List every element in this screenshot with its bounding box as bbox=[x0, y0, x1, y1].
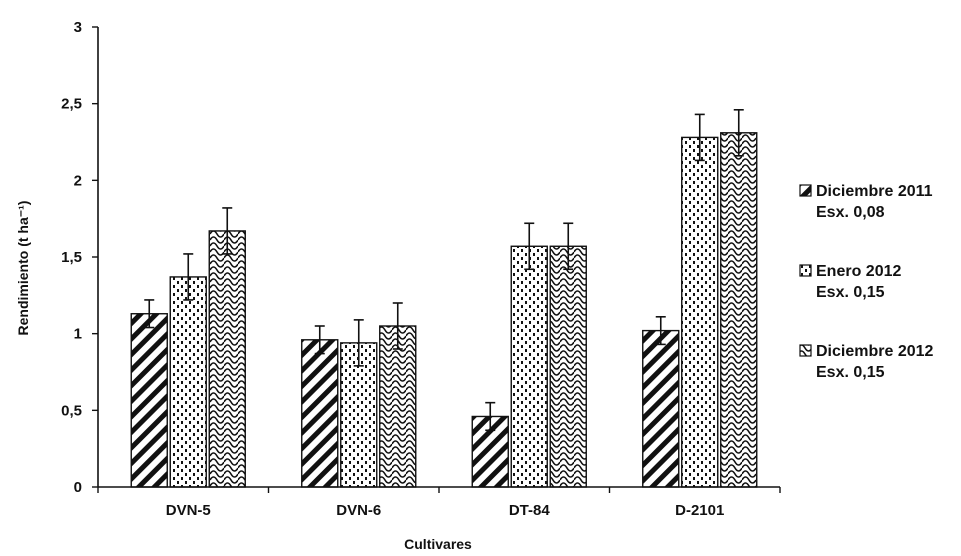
bar-dvn-5-series-1 bbox=[130, 313, 168, 488]
legend-label: Diciembre 2011 bbox=[816, 183, 933, 200]
bar-dvn-6-series-3 bbox=[379, 325, 417, 488]
x-axis-ticks: DVN-5 DVN-6 DT-84 D-2101 bbox=[97, 487, 781, 519]
legend: Diciembre 2011 Esx. 0,08 Enero 2012 Esx. 0,… bbox=[799, 183, 934, 381]
bar-dt-84-series-3 bbox=[549, 245, 587, 488]
bar-d-2101-series-3 bbox=[720, 132, 758, 488]
bar-dvn-6-series-1 bbox=[301, 339, 339, 488]
bar-dvn-5-series-3 bbox=[208, 230, 246, 488]
y-tick-label: 3 bbox=[74, 19, 82, 36]
bar-d-2101-series-2 bbox=[681, 136, 719, 488]
legend-swatch bbox=[799, 264, 812, 277]
y-tick-label: 2,5 bbox=[61, 96, 82, 113]
y-tick-label: 1 bbox=[74, 326, 82, 343]
legend-note: Esx. 0,15 bbox=[816, 364, 885, 381]
legend-swatch bbox=[799, 344, 812, 357]
legend-note: Esx. 0,08 bbox=[816, 204, 885, 221]
x-tick-label: D-2101 bbox=[675, 502, 724, 519]
y-axis-ticks: 0 0,5 1 1,5 2 2,5 3 bbox=[61, 19, 98, 496]
legend-label: Enero 2012 bbox=[816, 263, 901, 280]
y-tick-label: 0 bbox=[74, 479, 82, 496]
x-tick-label: DVN-5 bbox=[166, 502, 211, 519]
legend-label: Diciembre 2012 bbox=[816, 343, 934, 360]
y-tick-label: 1,5 bbox=[61, 249, 82, 266]
legend-swatch bbox=[799, 184, 812, 197]
legend-note: Esx. 0,15 bbox=[816, 284, 885, 301]
y-tick-label: 2 bbox=[74, 172, 82, 189]
x-axis-title: Cultivares bbox=[404, 536, 472, 552]
x-tick-label: DVN-6 bbox=[336, 502, 381, 519]
error-bars-group bbox=[144, 109, 744, 432]
y-tick-label: 0,5 bbox=[61, 402, 82, 419]
bars-group bbox=[130, 132, 758, 488]
x-tick-label: DT-84 bbox=[509, 502, 551, 519]
bar-dt-84-series-2 bbox=[510, 245, 548, 488]
y-axis-title: Rendimiento (t ha⁻¹) bbox=[15, 201, 31, 336]
bar-dvn-5-series-2 bbox=[169, 276, 207, 488]
bar-d-2101-series-1 bbox=[642, 329, 680, 488]
plot-area: 0 0,5 1 1,5 2 2,5 3 DVN-5 DVN-6 DT-84 D-2101 bbox=[61, 19, 781, 519]
